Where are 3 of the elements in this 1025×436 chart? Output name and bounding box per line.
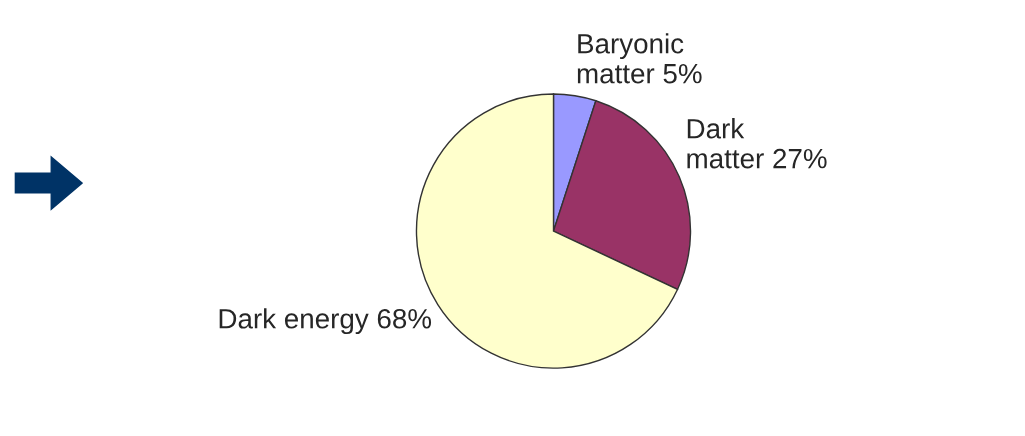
slice-label: Dark matter 27% [687, 118, 827, 169]
slice-label: Baryonic matter 5% [577, 33, 702, 84]
slice-label: Dark energy 68% [219, 308, 432, 335]
